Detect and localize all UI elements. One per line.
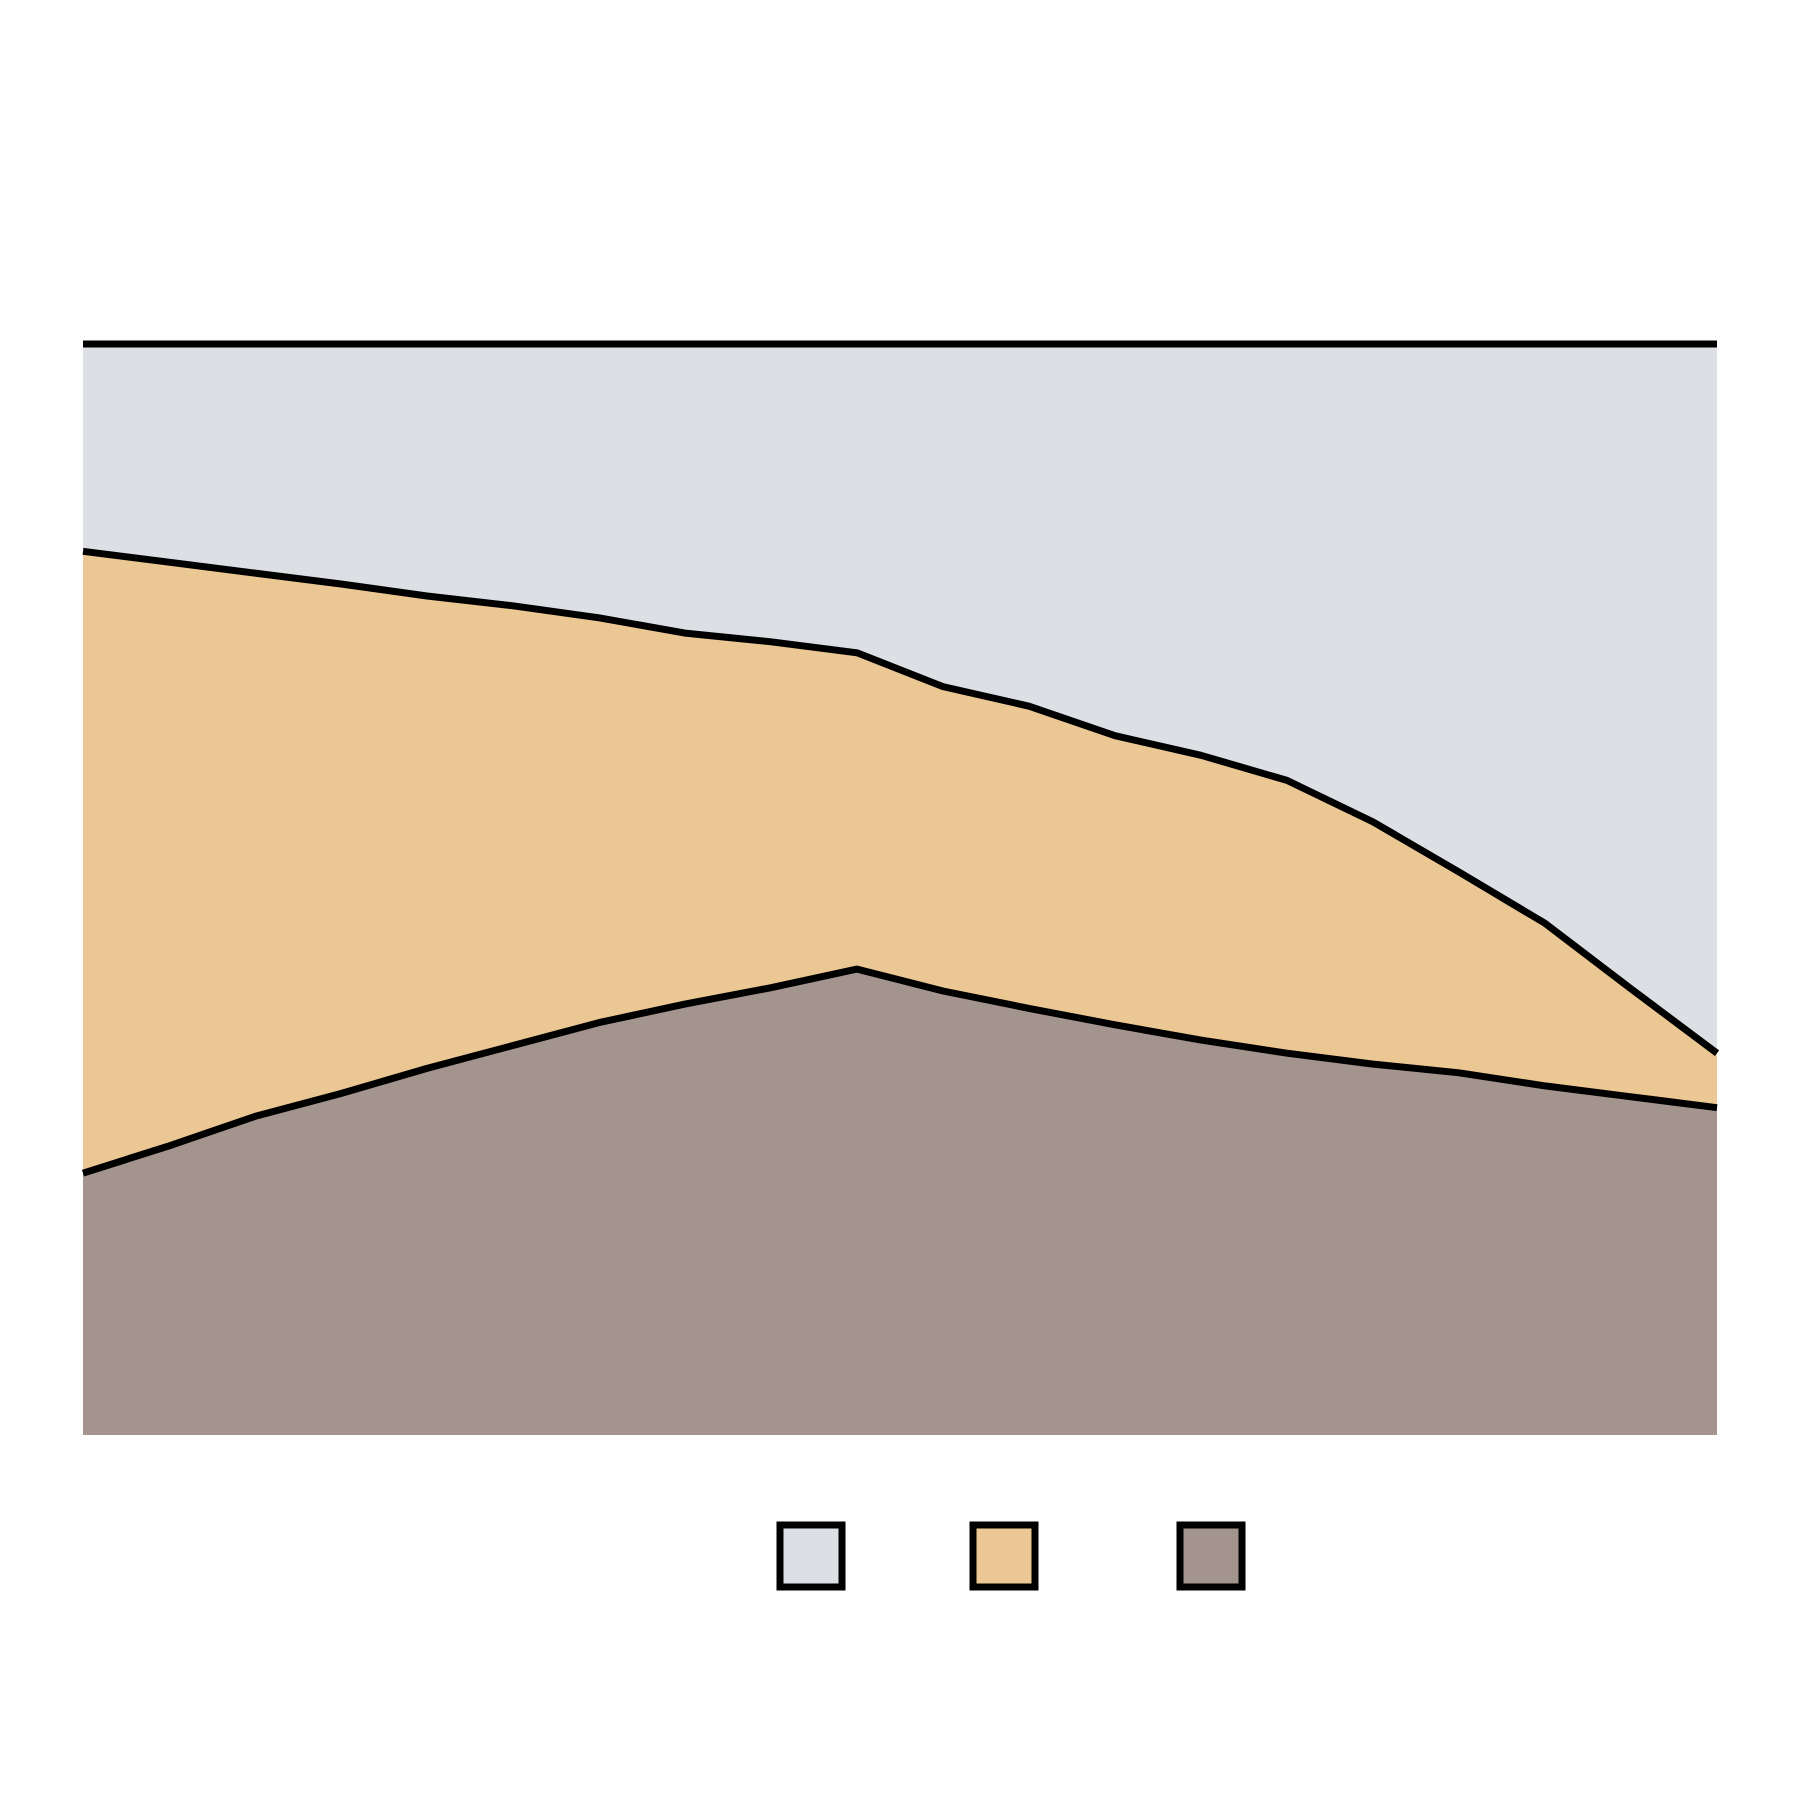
boundary-line-layer [81,340,1720,1177]
legend [776,1521,1246,1591]
area-series-3 [83,344,1717,1054]
area-series-1 [83,969,1717,1435]
boundary-line-series-2 [82,547,1720,1057]
area-series-2 [83,551,1717,1174]
legend-swatch-series-1 [1176,1521,1246,1591]
legend-swatch-series-3 [776,1521,846,1591]
area-layer [83,344,1717,1435]
legend-swatch-series-2 [969,1521,1039,1591]
boundary-line-series-1 [81,965,1718,1177]
